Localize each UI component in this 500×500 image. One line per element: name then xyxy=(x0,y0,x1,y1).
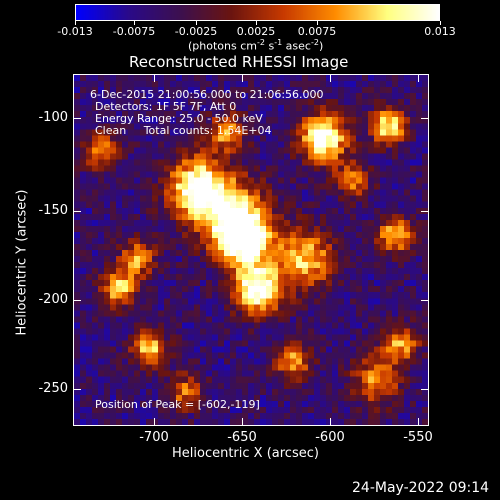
x-axis-label: Heliocentric X (arcsec) xyxy=(172,446,319,461)
y-tick-right xyxy=(421,300,429,301)
y-tick-label: -150 xyxy=(38,203,68,218)
y-tick-right xyxy=(421,118,429,119)
colorbar-tick xyxy=(256,21,257,25)
y-tick-label: -250 xyxy=(38,381,68,396)
rhessi-image-plot[interactable]: 6-Dec-2015 21:00:56.000 to 21:06:56.000 … xyxy=(73,74,429,426)
colorbar-unit-label: (photons cm-2 s-1 asec-2) xyxy=(188,38,324,53)
x-tick-top xyxy=(242,74,243,82)
annotation-clean-counts: Clean Total counts: 1.54E+04 xyxy=(95,124,272,137)
x-tick-label: -550 xyxy=(403,430,433,445)
y-tick xyxy=(73,211,81,212)
annotation-peak-position: Position of Peak = [-602,-119] xyxy=(95,398,260,411)
colorbar-tick-label: 0.0025 xyxy=(236,25,276,38)
heatmap-image xyxy=(74,75,428,425)
y-tick-right xyxy=(421,389,429,390)
y-axis-label: Heliocentric Y (arcsec) xyxy=(14,189,30,336)
y-tick-right xyxy=(421,211,429,212)
colorbar-tick-label: -0.013 xyxy=(57,25,93,38)
x-tick-label: -650 xyxy=(227,430,257,445)
x-tick-top xyxy=(154,74,155,82)
y-tick xyxy=(73,118,81,119)
y-tick xyxy=(73,389,81,390)
x-tick xyxy=(330,418,331,426)
colorbar-tick-label: -0.0025 xyxy=(174,25,218,38)
colorbar-tick xyxy=(317,21,318,25)
colorbar-tick-label: 0.0075 xyxy=(297,25,337,38)
x-tick-top xyxy=(330,74,331,82)
annotation-energy-range: Energy Range: 25.0 - 50.0 keV xyxy=(95,112,263,125)
colorbar xyxy=(75,4,440,21)
colorbar-tick xyxy=(196,21,197,25)
y-tick-label: -100 xyxy=(38,110,68,125)
colorbar-tick xyxy=(440,21,441,25)
footer-date: 24-May-2022 09:14 xyxy=(352,480,490,496)
x-tick xyxy=(154,418,155,426)
annotation-time-range: 6-Dec-2015 21:00:56.000 to 21:06:56.000 xyxy=(90,88,324,101)
y-tick xyxy=(73,300,81,301)
x-tick xyxy=(242,418,243,426)
colorbar-tick xyxy=(134,21,135,25)
colorbar-tick xyxy=(75,21,76,25)
y-tick-label: -200 xyxy=(38,292,68,307)
x-tick xyxy=(418,418,419,426)
colorbar-tick-label: -0.0075 xyxy=(112,25,156,38)
annotation-detectors: Detectors: 1F 5F 7F, Att 0 xyxy=(95,100,237,113)
x-tick-top xyxy=(418,74,419,82)
x-tick-label: -600 xyxy=(315,430,345,445)
image-title: Reconstructed RHESSI Image xyxy=(129,53,349,71)
colorbar-tick-label: 0.013 xyxy=(424,25,456,38)
x-tick-label: -700 xyxy=(139,430,169,445)
